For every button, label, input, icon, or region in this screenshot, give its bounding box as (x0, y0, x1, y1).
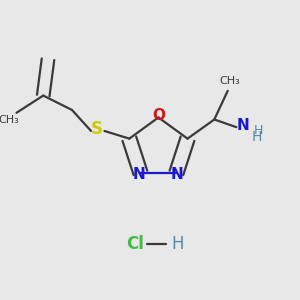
Text: CH₃: CH₃ (0, 116, 19, 125)
Polygon shape (129, 118, 188, 173)
Text: O: O (152, 108, 165, 123)
Text: H: H (171, 235, 184, 253)
Text: N: N (133, 167, 146, 182)
Text: S: S (91, 120, 103, 138)
Text: Cl: Cl (127, 235, 144, 253)
Text: N: N (171, 167, 184, 182)
Text: H: H (251, 130, 262, 144)
Text: CH₃: CH₃ (219, 76, 240, 86)
Text: N: N (237, 118, 249, 133)
Text: H: H (254, 124, 263, 136)
